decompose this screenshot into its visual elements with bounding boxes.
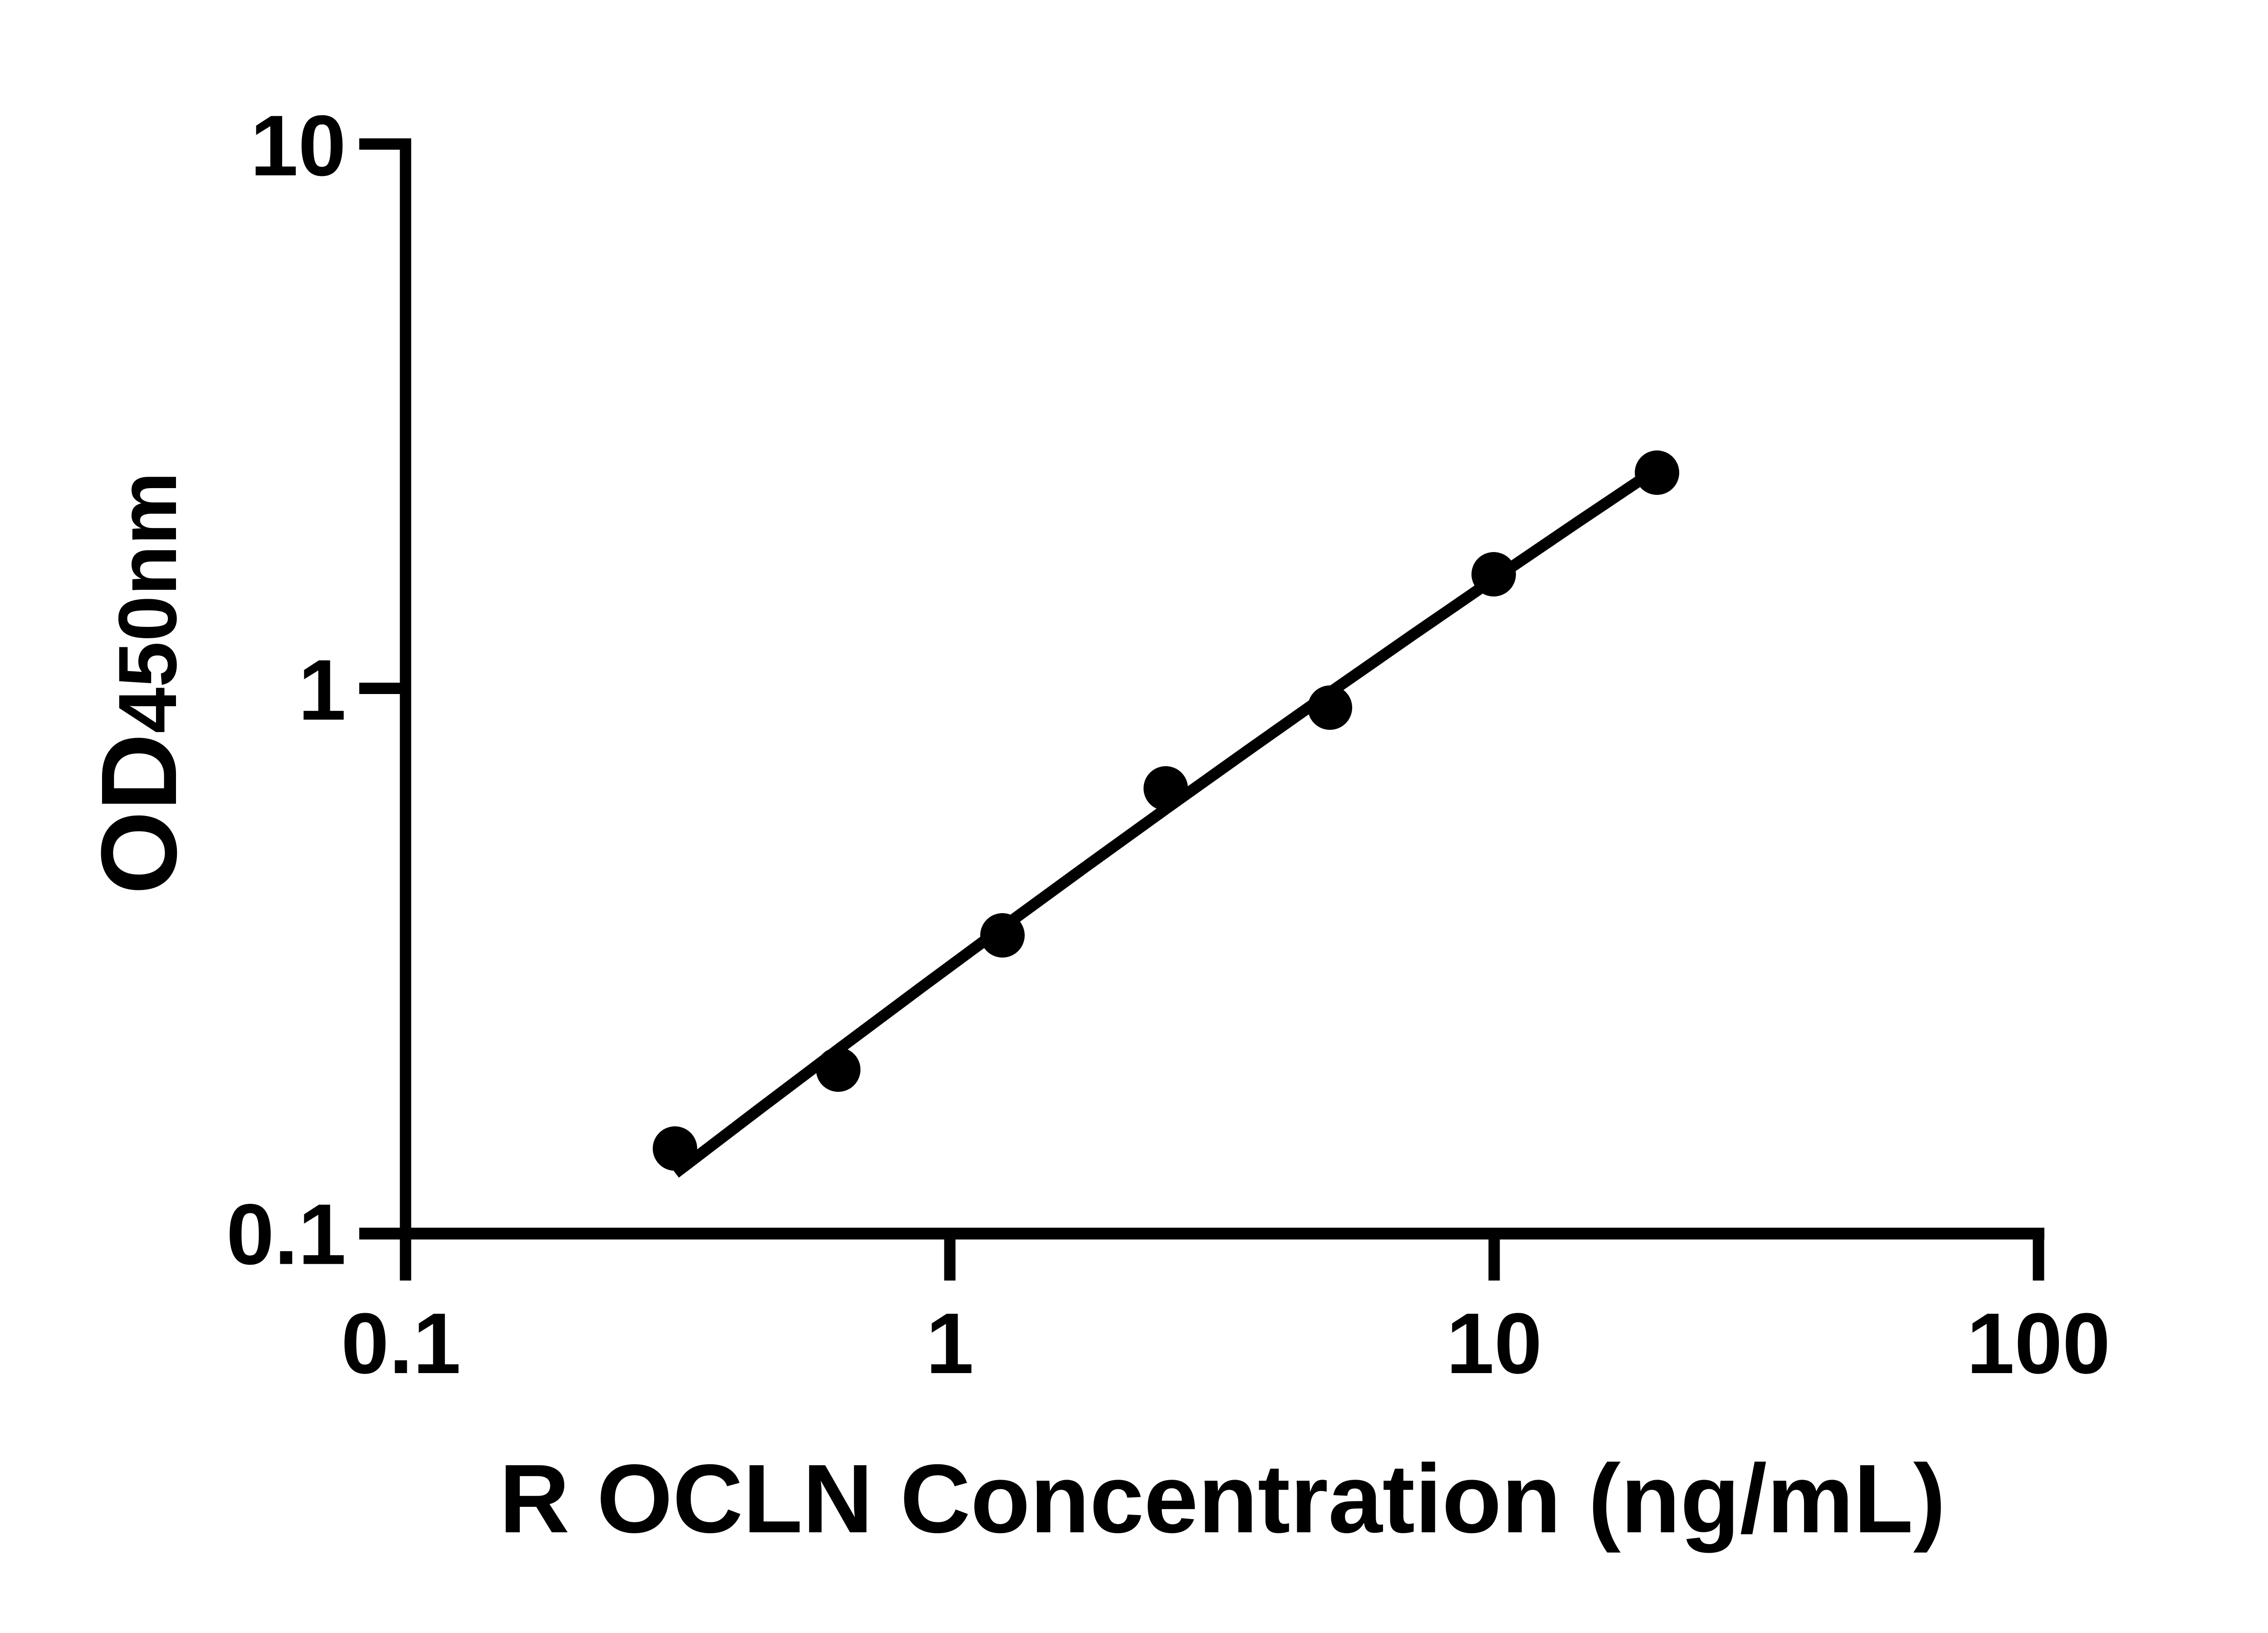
svg-text:100: 100 [1966, 1296, 2110, 1392]
svg-text:0.1: 0.1 [226, 1187, 346, 1283]
svg-text:10: 10 [1446, 1296, 1542, 1392]
svg-text:0.1: 0.1 [341, 1296, 461, 1392]
svg-text:1: 1 [298, 642, 346, 738]
svg-text:10: 10 [250, 98, 346, 194]
svg-text:1: 1 [926, 1296, 974, 1392]
svg-text:R OCLN Concentration (ng/mL): R OCLN Concentration (ng/mL) [499, 1444, 1946, 1553]
svg-text:OD450nm: OD450nm [79, 472, 199, 895]
